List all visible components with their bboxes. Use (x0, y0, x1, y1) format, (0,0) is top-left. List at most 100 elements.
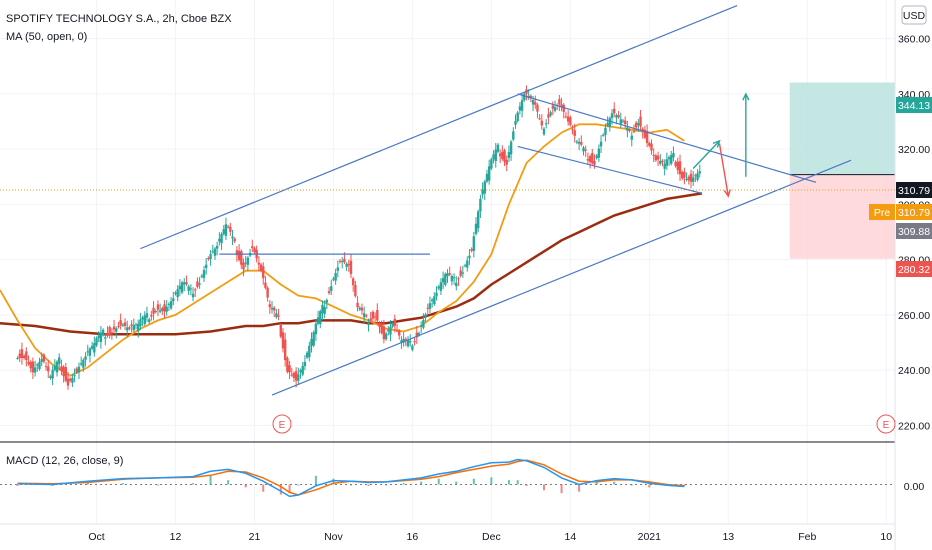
candle-body (430, 299, 434, 301)
candle-body (53, 365, 57, 370)
price-tick-label: 220.00 (898, 420, 930, 432)
candle-body (672, 153, 675, 158)
candle-body (424, 314, 427, 318)
candle-body (591, 153, 594, 164)
candle-body (58, 357, 61, 364)
macd-histogram-bar (420, 481, 423, 485)
candle-body (224, 224, 228, 236)
candle-body (547, 114, 550, 118)
candle-body (147, 319, 151, 323)
candle-body (472, 236, 476, 251)
candle-body (121, 324, 125, 326)
time-tick-label: Nov (324, 531, 343, 543)
earnings-marker[interactable] (272, 414, 292, 434)
candle-body (202, 270, 206, 278)
time-axis[interactable]: Oct 12 21 Nov 16 Dec 14 2021 13 Feb 10 (88, 531, 892, 543)
candle-body (391, 323, 394, 327)
candle-body (623, 120, 627, 125)
time-tick-label: 10 (880, 531, 892, 543)
candle-body (577, 141, 581, 144)
candle-body (297, 374, 300, 381)
macd-histogram-bar (16, 484, 19, 486)
candle-body (301, 366, 304, 375)
macd-histogram-bar (648, 484, 651, 488)
candle-body (145, 313, 149, 318)
candle-body (316, 317, 320, 324)
candle-body (323, 306, 326, 314)
candle-body (650, 143, 653, 151)
candle-body (459, 270, 462, 276)
candle-body (115, 328, 118, 332)
candle-body (180, 282, 184, 293)
candle-body (62, 366, 65, 376)
candle-body (310, 338, 313, 346)
candle-body (119, 320, 122, 326)
candle-body (161, 308, 164, 311)
candle-body (189, 288, 193, 290)
arrow-green-small-head (712, 139, 721, 148)
candle-body (389, 326, 392, 335)
time-tick-label: Oct (88, 531, 104, 543)
candle-body (251, 246, 254, 249)
candle-body (479, 198, 482, 212)
candle-body (665, 159, 669, 166)
candle-body (586, 159, 590, 161)
candle-body (286, 357, 289, 372)
candle-body (457, 278, 460, 280)
candle-body (303, 361, 307, 367)
candle-body (676, 161, 680, 171)
candle-body (294, 371, 298, 381)
candle-body (44, 366, 48, 368)
candles (16, 85, 701, 390)
candle-body (509, 141, 513, 155)
macd-histogram-bar (507, 480, 510, 485)
candle-body (371, 311, 375, 319)
macd-histogram-bar (595, 481, 598, 485)
candle-body (330, 286, 333, 291)
candle-body (634, 122, 638, 128)
candle-body (345, 263, 348, 267)
candle-body (402, 338, 405, 343)
candle-body (661, 160, 664, 163)
macd-histogram-bar (437, 478, 440, 485)
candle-body (505, 159, 508, 165)
candle-body (319, 311, 322, 325)
candle-body (387, 330, 390, 332)
trendlines[interactable] (140, 4, 852, 396)
arrows[interactable] (692, 92, 750, 198)
ma-price-badge (896, 223, 932, 239)
candle-body (687, 176, 690, 181)
earnings-marker-future[interactable] (876, 414, 896, 434)
candle-body (36, 364, 39, 366)
candle-body (16, 358, 19, 360)
candle-body (262, 266, 265, 279)
candle-body (694, 175, 697, 177)
candle-body (40, 359, 43, 362)
candle-body (648, 143, 651, 146)
candle-body (187, 286, 190, 291)
candle-body (305, 352, 309, 358)
candle-body (643, 129, 647, 138)
candle-body (652, 154, 655, 156)
candle-body (551, 105, 554, 109)
candle-body (104, 337, 107, 339)
candle-body (336, 267, 340, 271)
macd-histogram-bar (209, 475, 212, 485)
candle-body (630, 135, 633, 140)
macd-histogram-bar (262, 484, 265, 492)
pre-price-text: 310.79 (898, 207, 930, 219)
candle-body (628, 129, 631, 131)
pre-price-badge (896, 204, 932, 220)
candle-body (411, 345, 414, 350)
candle-body (246, 257, 250, 265)
candle-body (194, 289, 197, 291)
candle-body (198, 283, 201, 285)
candle-body (503, 150, 506, 162)
currency-button[interactable] (901, 5, 927, 25)
candle-body (452, 277, 456, 279)
macd-histogram-bar (543, 484, 546, 491)
candle-body (501, 151, 504, 160)
candle-body (183, 282, 186, 285)
candle-body (71, 377, 74, 383)
